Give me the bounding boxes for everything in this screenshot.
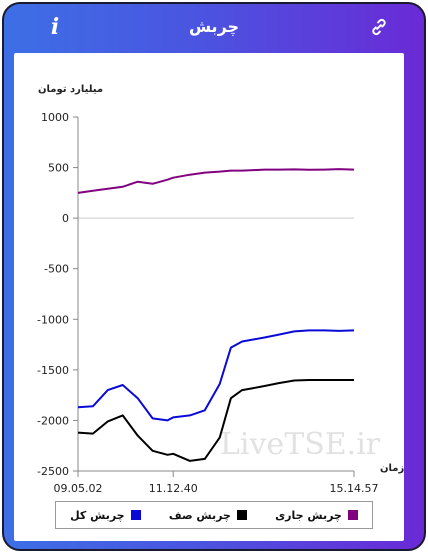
- y-tick-label: 500: [48, 162, 69, 175]
- card-title: چربش: [188, 17, 240, 36]
- y-tick-label: -1000: [37, 313, 69, 326]
- series-line-current: [77, 168, 355, 194]
- card-header: i چربش: [4, 4, 424, 52]
- y-tick-label: -500: [44, 263, 69, 276]
- y-tick-label: -1500: [37, 364, 69, 377]
- series-line-total: [77, 329, 355, 422]
- legend-item-current[interactable]: چربش جاری: [275, 509, 358, 522]
- series-line-queue: [77, 379, 354, 462]
- y-tick-label: 1000: [41, 111, 69, 124]
- chart-panel: میلیارد تومان LiveTSE.ir 1000 500 0 -500 -10…: [14, 53, 404, 541]
- legend-item-total[interactable]: چربش کل: [70, 509, 141, 522]
- legend-label-current: چربش جاری: [275, 508, 342, 522]
- x-tick-label: 09.05.02: [54, 482, 103, 493]
- x-axis-title: زمان: [380, 463, 405, 474]
- chart-legend: چربش جاری چربش صف چربش کل: [55, 501, 373, 529]
- y-tick-label: -2000: [37, 414, 69, 427]
- x-tick-label: 11.12.40: [149, 482, 198, 493]
- y-tick-label: -2500: [37, 465, 69, 478]
- link-icon[interactable]: [368, 16, 390, 38]
- legend-swatch-current: [347, 510, 358, 520]
- x-tick-label: 15.14.57: [330, 482, 379, 493]
- legend-swatch-queue: [236, 510, 247, 520]
- y-axis-title: میلیارد تومان: [38, 84, 104, 95]
- legend-swatch-total: [130, 510, 141, 520]
- line-chart: 1000 500 0 -500 -1000 -1500 -2000 -2500 09.05.02…: [37, 111, 379, 493]
- legend-item-queue[interactable]: چربش صف: [169, 509, 247, 522]
- legend-label-total: چربش کل: [70, 508, 125, 522]
- y-tick-label: 0: [62, 212, 69, 225]
- info-icon[interactable]: i: [50, 14, 60, 40]
- legend-label-queue: چربش صف: [168, 508, 231, 522]
- watermark: LiveTSE.ir: [220, 427, 381, 462]
